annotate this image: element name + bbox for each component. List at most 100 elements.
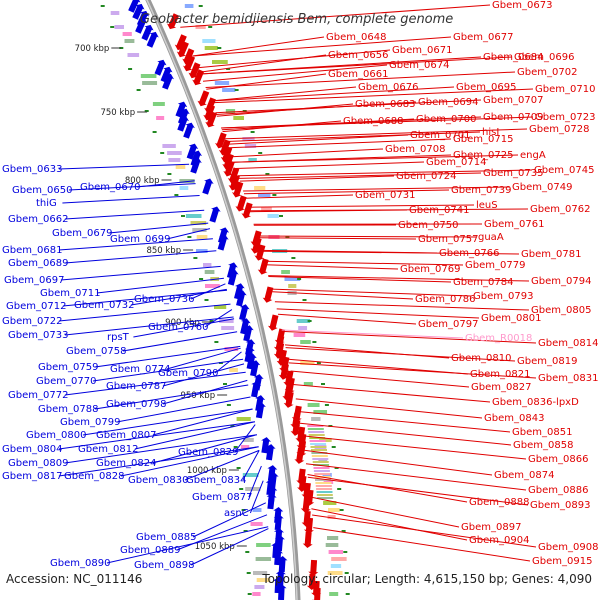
reverse-gene-label: Gbem_0732 bbox=[74, 300, 134, 311]
forward-label-line bbox=[311, 508, 468, 541]
forward-strand-arrow bbox=[183, 55, 196, 72]
forward-label-line bbox=[293, 384, 491, 403]
forward-label-line bbox=[245, 194, 354, 199]
reverse-strand-arrow bbox=[141, 24, 154, 41]
reverse-strand-arrow bbox=[251, 381, 262, 398]
outer-feature-block bbox=[325, 543, 339, 547]
reverse-strand-arrow bbox=[154, 59, 167, 76]
inner-feature-block bbox=[256, 578, 271, 582]
dense-feature-block bbox=[312, 458, 329, 460]
reverse-label-line bbox=[58, 421, 255, 450]
outer-feature-block bbox=[327, 515, 336, 519]
outer-feature-block bbox=[323, 501, 337, 505]
forward-label-line bbox=[307, 476, 529, 506]
reverse-strand-arrow bbox=[135, 17, 148, 34]
forward-gene-label: Gbem_0673 bbox=[492, 0, 552, 11]
forward-strand-arrow bbox=[267, 314, 279, 331]
reverse-label-line bbox=[96, 277, 224, 294]
outer-feature-block bbox=[268, 235, 280, 239]
forward-strand-arrow bbox=[182, 48, 195, 65]
reverse-strand-arrow bbox=[160, 66, 173, 83]
forward-gene-label: Gbem_0893 bbox=[530, 500, 590, 511]
reverse-gene-label: Gbem_0774 bbox=[110, 364, 170, 375]
forward-gene-label: Gbem_0888 bbox=[469, 497, 529, 508]
forward-label-line bbox=[268, 276, 452, 283]
forward-gene-label: Gbem_0836-lpxD bbox=[492, 397, 579, 408]
forward-gene-label: Gbem_0750 bbox=[398, 220, 458, 231]
forward-gene-label: Gbem_0708 bbox=[385, 144, 445, 155]
inner-feature-block bbox=[185, 214, 202, 218]
forward-label-line bbox=[297, 411, 511, 433]
reverse-gene-label: Gbem_0758 bbox=[66, 346, 126, 357]
forward-gene-label: Gbem_0874 bbox=[494, 470, 554, 481]
forward-gene-label: Gbem_0762 bbox=[530, 204, 590, 215]
forward-gene-label: Gbem_0794 bbox=[531, 276, 591, 287]
reverse-label-line bbox=[134, 421, 255, 450]
dense-feature-block bbox=[316, 494, 333, 496]
inner-feature-block bbox=[242, 473, 259, 477]
reverse-strand-arrow bbox=[261, 437, 272, 454]
reverse-label-line bbox=[82, 408, 253, 436]
outer-feature-block bbox=[311, 417, 321, 421]
reverse-strand-arrow bbox=[265, 479, 276, 496]
inner-feature-block bbox=[243, 438, 254, 442]
reverse-strand-arrow bbox=[190, 157, 202, 174]
forward-label-line bbox=[180, 4, 491, 28]
forward-label-line bbox=[226, 131, 481, 142]
reverse-strand-arrow bbox=[240, 318, 251, 335]
forward-gene-label: Gbem_0741 bbox=[409, 205, 469, 216]
dense-feature-block bbox=[309, 440, 326, 442]
forward-label-line bbox=[305, 463, 527, 491]
genome-backbone bbox=[145, 0, 301, 600]
reverse-label-line bbox=[190, 283, 226, 300]
reverse-gene-label: Gbem_0679 bbox=[52, 228, 112, 239]
reverse-label-line bbox=[162, 363, 245, 387]
outer-feature-block bbox=[225, 109, 236, 113]
forward-label-line bbox=[313, 527, 531, 562]
forward-strand-arrow bbox=[300, 496, 311, 513]
forward-label-line bbox=[210, 86, 455, 102]
reverse-label-line bbox=[64, 316, 234, 336]
outer-feature-block bbox=[258, 193, 271, 197]
inner-feature-block bbox=[252, 592, 261, 596]
forward-strand-arrow bbox=[303, 517, 314, 534]
reverse-strand-arrow bbox=[246, 353, 257, 370]
forward-gene-label: Gbem_0688 bbox=[343, 116, 403, 127]
reverse-strand-arrow bbox=[217, 234, 229, 251]
forward-gene-label: Gbem_0897 bbox=[461, 522, 521, 533]
forward-strand-arrow bbox=[223, 160, 235, 177]
dense-feature-block bbox=[308, 431, 325, 433]
outer-feature-block bbox=[298, 326, 308, 330]
forward-gene-label: Gbem_0766 bbox=[439, 248, 499, 259]
reverse-gene-label: Gbem_0760 bbox=[148, 322, 208, 333]
forward-gene-label: Gbem_0908 bbox=[538, 542, 598, 553]
reverse-gene-label: Gbem_0650 bbox=[12, 185, 72, 196]
inner-feature-block bbox=[224, 347, 239, 351]
outer-feature-block bbox=[331, 557, 347, 561]
outer-feature-block bbox=[222, 88, 236, 92]
reverse-gene-label: Gbem_0689 bbox=[8, 258, 68, 269]
inner-feature-block bbox=[122, 32, 132, 36]
reverse-label-line bbox=[120, 446, 259, 477]
reverse-gene-label: Gbem_0662 bbox=[8, 214, 68, 225]
outer-feature-block bbox=[244, 144, 257, 148]
reverse-label-line bbox=[214, 351, 242, 374]
reverse-gene-label: Gbem_0834 bbox=[186, 475, 246, 486]
reverse-strand-arrow bbox=[227, 269, 239, 286]
forward-label-line bbox=[239, 175, 395, 182]
forward-strand-arrow bbox=[308, 559, 319, 576]
reverse-gene-label: Gbem_0633 bbox=[2, 164, 62, 175]
forward-gene-label: Gbem_0723 bbox=[535, 112, 595, 123]
forward-gene-label: Gbem_0757 bbox=[418, 234, 478, 245]
dense-feature-block bbox=[310, 443, 327, 445]
forward-label-line bbox=[307, 474, 468, 503]
inner-feature-block bbox=[196, 249, 208, 253]
forward-label-line bbox=[290, 370, 470, 388]
inner-feature-block bbox=[127, 53, 140, 57]
reverse-strand-arrow bbox=[209, 206, 221, 223]
forward-label-line bbox=[301, 435, 527, 460]
forward-label-line bbox=[199, 54, 327, 73]
reverse-strand-arrow bbox=[277, 556, 288, 573]
reverse-strand-arrow bbox=[239, 304, 250, 321]
